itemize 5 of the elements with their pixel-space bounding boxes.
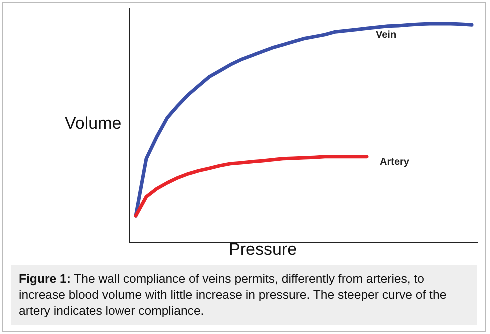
series-label: Artery — [380, 156, 410, 168]
x-axis-title: Pressure — [229, 240, 298, 259]
y-axis-title: Volume — [65, 114, 122, 133]
series-label: Vein — [376, 30, 397, 42]
caption: Figure 1: The wall compliance of veins permits, differently from arteries, to increase blood volume with little increase in pressure. The steeper curve of the artery indicates lower compliance. — [19, 271, 448, 319]
